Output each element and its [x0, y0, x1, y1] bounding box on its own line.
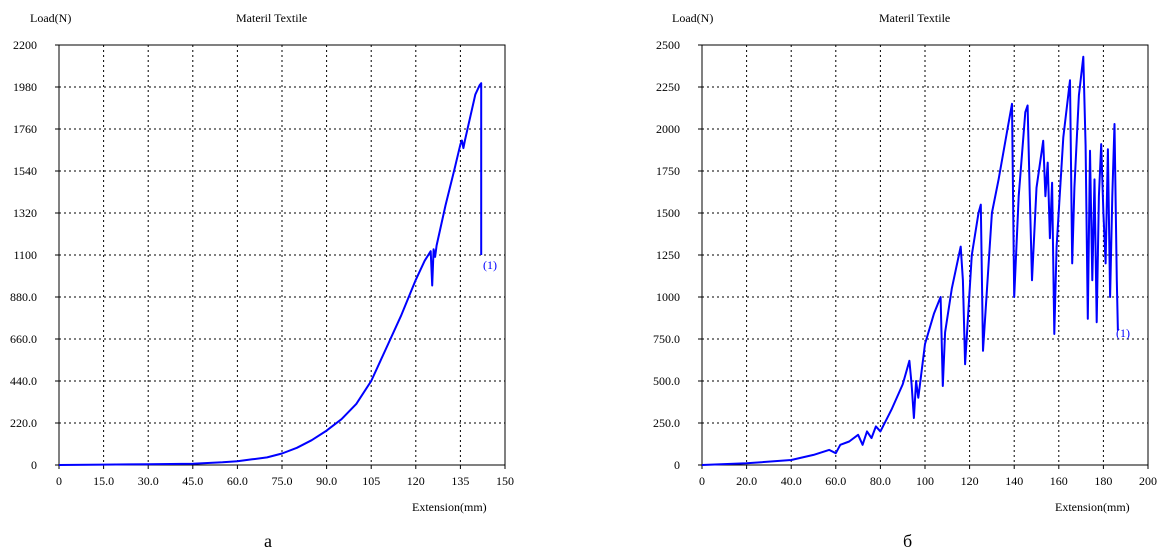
chart-a-y-axis-label: Load(N) [30, 11, 71, 25]
chart-a-x-tick-label: 150 [496, 474, 514, 488]
chart-b-y-tick-label: 1250 [656, 248, 680, 262]
chart-b-end-label: (1) [1116, 326, 1130, 340]
chart-a-end-label: (1) [483, 258, 497, 272]
chart-a-y-tick-label: 440.0 [10, 374, 37, 388]
chart-a-x-tick-label: 15.0 [93, 474, 114, 488]
chart-b-x-tick-label: 100 [916, 474, 934, 488]
chart-b-x-axis-label: Extension(mm) [1055, 500, 1130, 514]
chart-a-ticks [55, 44, 506, 469]
chart-b-x-tick-label: 60.0 [825, 474, 846, 488]
chart-b-grid [702, 45, 1148, 465]
chart-b-y-tick-label: 2500 [656, 38, 680, 52]
chart-a-y-tick-label: 0 [31, 458, 37, 472]
chart-b: 0 20.0 40.0 60.0 80.0 100 120 140 160 180 200 0 250… [653, 11, 1157, 551]
chart-a-y-tick-label: 880.0 [10, 290, 37, 304]
chart-b-y-tick-label: 750.0 [653, 332, 680, 346]
chart-a-grid [59, 45, 505, 465]
chart-a-x-tick-label: 90.0 [316, 474, 337, 488]
chart-a-x-tick-label: 120 [407, 474, 425, 488]
chart-b-x-tick-label: 40.0 [781, 474, 802, 488]
chart-a-x-tick-label: 75.0 [272, 474, 293, 488]
chart-a-y-tick-labels: 0 220.0 440.0 660.0 880.0 1100 1320 1540 1760 198… [10, 38, 37, 472]
chart-b-y-tick-label: 2250 [656, 80, 680, 94]
chart-b-y-tick-label: 2000 [656, 122, 680, 136]
chart-a-caption: а [264, 531, 272, 551]
chart-b-x-tick-label: 80.0 [870, 474, 891, 488]
chart-a-y-tick-label: 660.0 [10, 332, 37, 346]
chart-b-y-tick-label: 1000 [656, 290, 680, 304]
chart-b-y-axis-label: Load(N) [672, 11, 713, 25]
chart-a-y-tick-label: 1320 [13, 206, 37, 220]
chart-b-x-tick-label: 160 [1050, 474, 1068, 488]
chart-b-y-tick-labels: 0 250.0 500.0 750.0 1000 1250 1500 1750 2000 2250… [653, 38, 680, 472]
chart-b-y-tick-label: 250.0 [653, 416, 680, 430]
chart-b-x-tick-label: 20.0 [736, 474, 757, 488]
chart-a-y-tick-label: 220.0 [10, 416, 37, 430]
chart-b-title: Materil Textile [879, 11, 950, 25]
chart-b-ticks [698, 44, 1149, 469]
chart-b-x-tick-label: 140 [1005, 474, 1023, 488]
chart-a-y-tick-label: 1540 [13, 164, 37, 178]
chart-b-caption: б [903, 531, 912, 551]
chart-b-x-tick-label: 180 [1094, 474, 1112, 488]
chart-a-y-tick-label: 1760 [13, 122, 37, 136]
chart-a: 0 15.0 30.0 45.0 60.0 75.0 90.0 105 120 135 150 0 2… [10, 11, 514, 551]
chart-a-x-axis-label: Extension(mm) [412, 500, 487, 514]
chart-a-x-tick-label: 105 [362, 474, 380, 488]
chart-b-y-tick-label: 1750 [656, 164, 680, 178]
chart-a-x-tick-label: 45.0 [182, 474, 203, 488]
chart-a-series-line [58, 82, 483, 466]
chart-b-x-tick-label: 200 [1139, 474, 1157, 488]
chart-b-x-tick-label: 120 [961, 474, 979, 488]
chart-a-x-tick-label: 30.0 [138, 474, 159, 488]
chart-b-x-tick-label: 0 [699, 474, 705, 488]
chart-b-y-tick-label: 0 [674, 458, 680, 472]
chart-b-y-tick-label: 1500 [656, 206, 680, 220]
chart-a-title: Materil Textile [236, 11, 307, 25]
chart-b-series-line [701, 55, 1119, 466]
chart-a-x-tick-label: 60.0 [227, 474, 248, 488]
chart-b-y-tick-label: 500.0 [653, 374, 680, 388]
chart-a-x-tick-label: 135 [451, 474, 469, 488]
chart-a-y-tick-label: 1100 [13, 248, 37, 262]
chart-a-y-tick-label: 2200 [13, 38, 37, 52]
chart-b-x-tick-labels: 0 20.0 40.0 60.0 80.0 100 120 140 160 180 200 [699, 474, 1157, 488]
chart-a-x-tick-label: 0 [56, 474, 62, 488]
chart-a-x-tick-labels: 0 15.0 30.0 45.0 60.0 75.0 90.0 105 120 135 150 [56, 474, 514, 488]
chart-a-y-tick-label: 1980 [13, 80, 37, 94]
